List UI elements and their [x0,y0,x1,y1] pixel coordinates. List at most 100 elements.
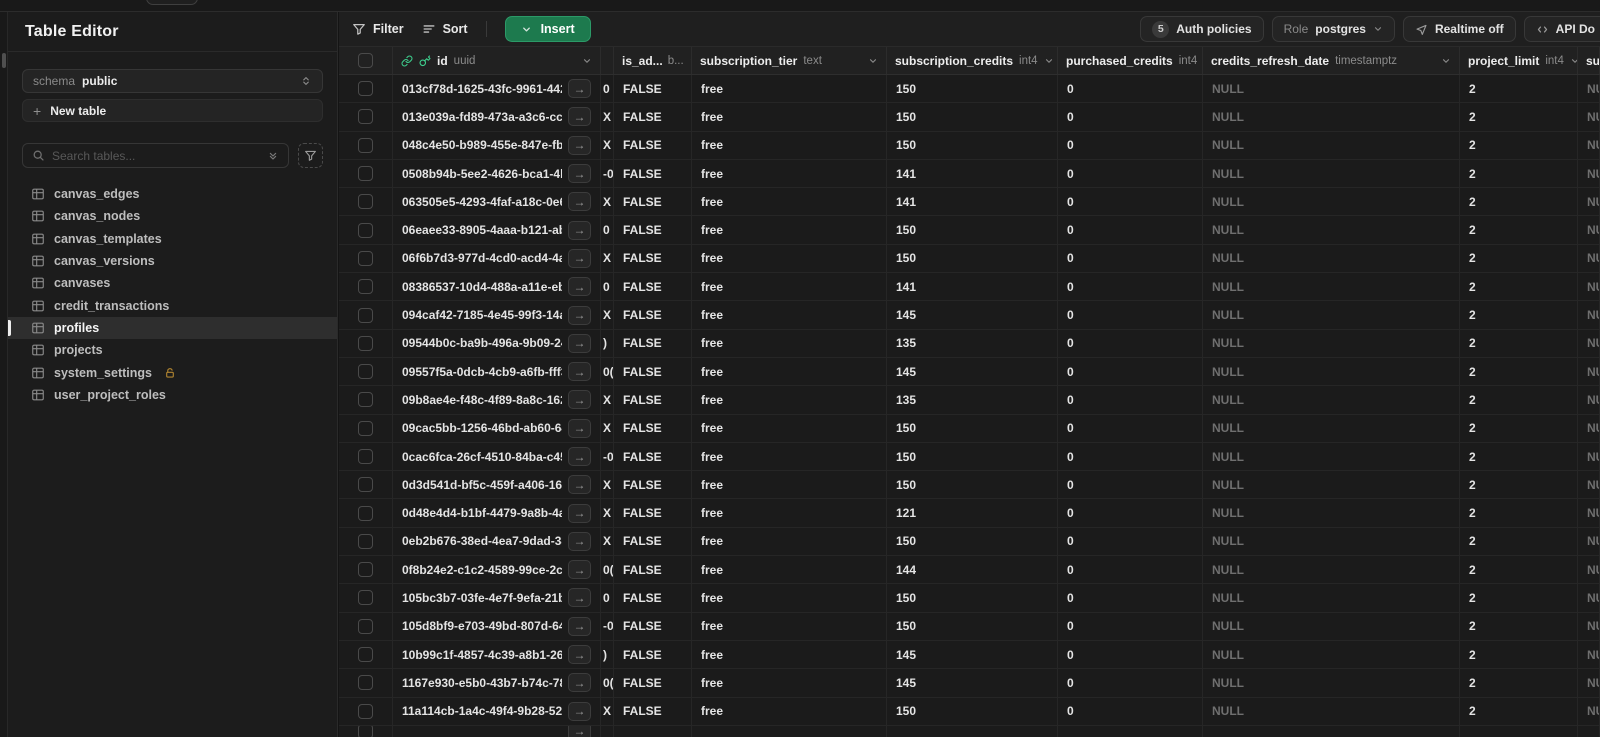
credits-refresh-date-cell[interactable]: NULL [1203,527,1460,556]
truncated-cell[interactable]: NU [1578,301,1600,329]
subscription-tier-cell[interactable]: free [692,697,887,725]
id-cell[interactable]: 0eb2b676-38ed-4ea7-9dad-38e6... → [393,527,601,556]
credits-refresh-date-cell[interactable]: NULL [1203,640,1460,669]
clipped-cell[interactable]: ) [601,640,614,669]
row-checkbox[interactable] [358,137,373,153]
truncated-cell[interactable]: NU [1578,244,1600,273]
purchased-credits-cell[interactable]: 0 [1058,442,1203,471]
truncated-cell[interactable]: NU [1578,669,1600,697]
expand-row-button[interactable]: → [568,673,591,693]
is-admin-cell[interactable]: FALSE [614,244,692,273]
schema-select[interactable]: schema public [22,69,323,93]
truncated-cell[interactable]: NU [1578,188,1600,216]
clipped-cell[interactable]: -0 [601,442,614,471]
credits-refresh-date-cell[interactable]: NULL [1203,188,1460,216]
api-docs-button[interactable]: API Do [1523,16,1600,42]
subscription-tier-cell[interactable]: free [692,499,887,527]
subscription-credits-cell[interactable]: 135 [887,329,1058,357]
project-limit-cell[interactable]: 2 [1460,301,1578,329]
clipped-cell[interactable]: X [601,301,614,329]
id-cell[interactable]: 105bc3b7-03fe-4e7f-9efa-21bb40... → [393,584,601,612]
clipped-cell[interactable]: -0 [601,612,614,640]
clipped-cell[interactable]: ) [601,329,614,357]
is-admin-cell[interactable]: FALSE [614,442,692,471]
expand-row-button[interactable]: → [568,503,591,523]
truncated-cell[interactable]: NU [1578,556,1600,584]
subscription-tier-cell[interactable]: free [692,103,887,131]
id-cell[interactable]: 0f8b24e2-c1c2-4589-99ce-2c52d... → [393,556,601,584]
clipped-cell[interactable]: 0 [601,584,614,612]
credits-refresh-date-cell[interactable]: NULL [1203,273,1460,301]
sort-button[interactable]: Sort [422,22,468,36]
subscription-tier-cell[interactable]: free [692,329,887,357]
row-checkbox[interactable] [358,562,373,578]
id-cell[interactable]: 1167e930-e5b0-43b7-b74c-788c9... → [393,669,601,697]
id-cell[interactable]: 094caf42-7185-4e45-99f3-14abee... → [393,301,601,329]
subscription-tier-cell[interactable]: free [692,556,887,584]
credits-refresh-date-cell[interactable]: NULL [1203,75,1460,103]
select-all-checkbox[interactable] [358,53,373,68]
clipped-cell[interactable]: 0 [601,75,614,103]
expand-row-button[interactable]: → [568,192,591,212]
row-checkbox[interactable] [358,335,373,351]
purchased-credits-cell[interactable]: 0 [1058,273,1203,301]
row-checkbox[interactable] [358,81,373,97]
is-admin-cell[interactable]: FALSE [614,103,692,131]
column-header-truncated[interactable]: su [1578,47,1600,74]
credits-refresh-date-cell[interactable]: NULL [1203,159,1460,188]
column-header-clipped[interactable] [601,47,614,74]
subscription-credits-cell[interactable]: 141 [887,273,1058,301]
subscription-credits-cell[interactable]: 150 [887,244,1058,273]
sidebar-table-item[interactable]: canvas_nodes [8,205,337,227]
chevron-down-icon[interactable] [1570,56,1577,66]
credits-refresh-date-cell[interactable]: NULL [1203,357,1460,386]
is-admin-cell[interactable]: FALSE [614,131,692,159]
row-checkbox[interactable] [358,703,373,719]
row-checkbox[interactable] [358,725,373,737]
project-limit-cell[interactable]: 2 [1460,103,1578,131]
is-admin-cell[interactable]: FALSE [614,527,692,556]
subscription-tier-cell[interactable]: free [692,357,887,386]
is-admin-cell[interactable]: FALSE [614,612,692,640]
purchased-credits-cell[interactable]: 0 [1058,131,1203,159]
project-limit-cell[interactable]: 2 [1460,216,1578,244]
row-checkbox[interactable] [358,222,373,238]
purchased-credits-cell[interactable]: 0 [1058,159,1203,188]
expand-row-button[interactable]: → [568,277,591,297]
credits-refresh-date-cell[interactable]: NULL [1203,301,1460,329]
credits-refresh-date-cell[interactable]: NULL [1203,556,1460,584]
expand-row-button[interactable]: → [568,79,591,99]
row-checkbox[interactable] [358,109,373,125]
expand-row-button[interactable]: → [568,475,591,495]
is-admin-cell[interactable]: FALSE [614,499,692,527]
id-cell[interactable]: 0cac6fca-26cf-4510-84ba-c4580... → [393,442,601,471]
row-checkbox[interactable] [358,420,373,436]
subscription-credits-cell[interactable]: 141 [887,188,1058,216]
is-admin-cell[interactable]: FALSE [614,159,692,188]
purchased-credits-cell[interactable]: 0 [1058,556,1203,584]
expand-row-button[interactable]: → [568,135,591,155]
truncated-cell[interactable]: NU [1578,612,1600,640]
subscription-tier-cell[interactable]: free [692,584,887,612]
subscription-tier-cell[interactable]: free [692,640,887,669]
credits-refresh-date-cell[interactable]: NULL [1203,131,1460,159]
column-header-subscription-credits[interactable]: subscription_credits int4 [887,47,1058,74]
subscription-tier-cell[interactable]: free [692,612,887,640]
expand-row-button[interactable]: → [568,645,591,665]
project-limit-cell[interactable]: 2 [1460,584,1578,612]
subscription-credits-cell[interactable]: 150 [887,216,1058,244]
credits-refresh-date-cell[interactable]: NULL [1203,499,1460,527]
id-cell[interactable]: 06eaee33-8905-4aaa-b121-ab552... → [393,216,601,244]
credits-refresh-date-cell[interactable]: NULL [1203,216,1460,244]
subscription-credits-cell[interactable]: 150 [887,527,1058,556]
row-checkbox[interactable] [358,449,373,464]
column-header-purchased-credits[interactable]: purchased_credits int4 [1058,47,1203,74]
sidebar-table-item[interactable]: canvas_edges [8,183,337,205]
credits-refresh-date-cell[interactable]: NULL [1203,584,1460,612]
role-select-button[interactable]: Role postgres [1271,16,1395,42]
clipped-cell[interactable]: 0( [601,556,614,584]
purchased-credits-cell[interactable]: 0 [1058,216,1203,244]
purchased-credits-cell[interactable]: 0 [1058,640,1203,669]
purchased-credits-cell[interactable]: 0 [1058,612,1203,640]
row-checkbox[interactable] [358,533,373,549]
